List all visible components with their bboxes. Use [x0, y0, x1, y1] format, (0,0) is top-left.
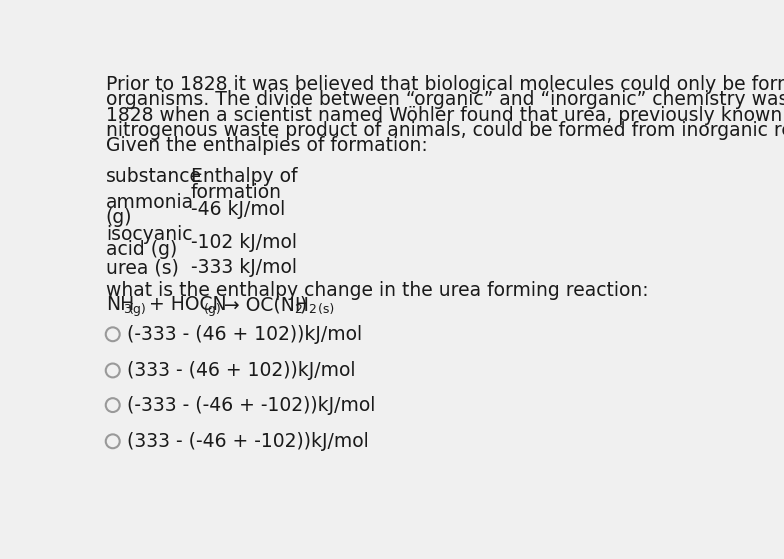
Text: nitrogenous waste product of animals, could be formed from inorganic reagents.: nitrogenous waste product of animals, co…	[106, 121, 784, 140]
Text: Given the enthalpies of formation:: Given the enthalpies of formation:	[106, 136, 427, 155]
Text: → OC(NH: → OC(NH	[224, 295, 309, 314]
Text: isocyanic: isocyanic	[106, 225, 192, 244]
Text: (333 - (46 + 102))kJ/mol: (333 - (46 + 102))kJ/mol	[128, 361, 356, 380]
Text: ammonia: ammonia	[106, 193, 194, 212]
Text: -102 kJ/mol: -102 kJ/mol	[191, 233, 297, 252]
Text: 1828 when a scientist named Wöhler found that urea, previously known only as the: 1828 when a scientist named Wöhler found…	[106, 106, 784, 125]
Text: -333 kJ/mol: -333 kJ/mol	[191, 258, 297, 277]
Text: -46 kJ/mol: -46 kJ/mol	[191, 200, 285, 219]
Text: NH: NH	[106, 295, 134, 314]
Text: Prior to 1828 it was believed that biological molecules could only be formed by : Prior to 1828 it was believed that biolo…	[106, 75, 784, 94]
Text: acid (g): acid (g)	[106, 240, 177, 259]
Text: (g): (g)	[204, 304, 222, 316]
Text: (g): (g)	[106, 208, 132, 227]
Text: ): )	[299, 295, 307, 314]
Text: substance: substance	[106, 167, 201, 186]
Text: (-333 - (46 + 102))kJ/mol: (-333 - (46 + 102))kJ/mol	[128, 325, 362, 344]
Text: organisms. The divide between “organic” and “inorganic” chemistry was shattered : organisms. The divide between “organic” …	[106, 90, 784, 109]
Text: Enthalpy of: Enthalpy of	[191, 167, 297, 186]
Text: formation: formation	[191, 183, 282, 202]
Text: (g): (g)	[129, 304, 147, 316]
Text: (333 - (-46 + -102))kJ/mol: (333 - (-46 + -102))kJ/mol	[128, 432, 369, 451]
Text: what is the enthalpy change in the urea forming reaction:: what is the enthalpy change in the urea …	[106, 281, 648, 300]
Text: + HOCN: + HOCN	[149, 295, 227, 314]
Text: (s): (s)	[314, 304, 335, 316]
Text: 2: 2	[294, 304, 302, 316]
Text: (-333 - (-46 + -102))kJ/mol: (-333 - (-46 + -102))kJ/mol	[128, 396, 376, 415]
Text: 2: 2	[308, 304, 316, 316]
Text: 3: 3	[123, 304, 131, 316]
Text: urea (s): urea (s)	[106, 258, 179, 277]
